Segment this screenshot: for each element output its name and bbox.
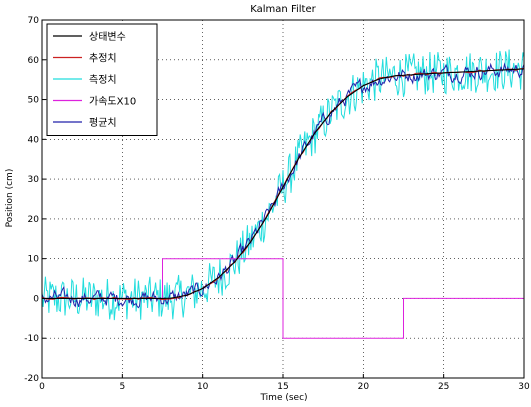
x-tick-label: 15 [277,382,288,392]
y-tick-label: 30 [28,175,40,185]
y-tick-label: 20 [28,215,40,225]
y-tick-label: 0 [33,294,39,304]
y-tick-label: -20 [24,374,39,384]
x-axis-label: Time (sec) [259,393,307,403]
y-tick-label: 60 [28,56,40,66]
legend-label: 평균치 [89,117,117,129]
series-line-true-state [42,68,525,299]
y-tick-label: 10 [28,255,40,265]
x-tick-label: 25 [438,382,449,392]
x-tick-label: 20 [358,382,370,392]
series-line-measurement [41,49,525,321]
legend-box [46,23,158,136]
y-tick-label: 50 [28,96,40,106]
y-tick-label: 40 [28,135,40,145]
y-tick-label: -10 [24,334,39,344]
x-tick-label: 30 [518,382,530,392]
x-tick-label: 5 [119,382,125,392]
series-line-average [41,62,525,309]
x-tick-label: 10 [197,382,209,392]
x-tick-label: 0 [39,382,45,392]
y-axis-label: Position (cm) [5,169,15,228]
series-layer [41,49,525,339]
legend-label: 추정치 [89,53,117,65]
legend-label: 가속도X10 [89,96,136,108]
legend-label: 측정치 [89,74,117,86]
tick-layer: 0 5 10 15 20 25 30 -20 -10 0 10 20 30 40 50 60 70 [24,16,530,392]
y-tick-label: 70 [28,16,40,26]
series-line-acceleration [42,258,524,339]
legend-label: 상태변수 [89,31,126,43]
chart-title: Kalman Filter [250,4,316,15]
